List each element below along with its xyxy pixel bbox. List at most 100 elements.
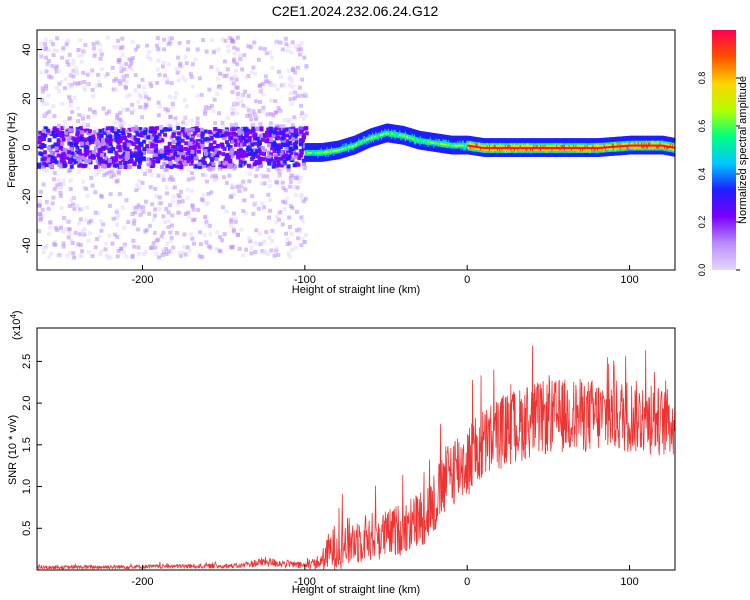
spectrogram-cell <box>182 244 187 249</box>
spectrogram-cell <box>381 140 384 144</box>
spectrogram-cell <box>450 141 453 145</box>
spectrogram-cell <box>90 68 95 73</box>
spectrogram-cell <box>426 134 429 138</box>
spectrogram-cell <box>189 159 194 164</box>
spectrogram-cell <box>161 177 166 182</box>
spectrogram-cell <box>556 144 559 148</box>
spectrogram-cell <box>107 131 112 136</box>
spectrogram-cell <box>444 146 447 150</box>
spectrogram-cell <box>473 150 476 154</box>
spectrogram-cell <box>180 75 185 80</box>
spectrogram-cell <box>242 142 247 147</box>
spectrogram-cell <box>294 136 299 141</box>
spectrogram-cell <box>247 136 252 141</box>
spectrogram-cell <box>656 145 659 149</box>
spectrogram-cell <box>432 132 435 136</box>
spectrogram-cell <box>607 149 610 153</box>
spectrogram-cell <box>501 144 504 148</box>
spectrogram-cell <box>300 93 305 98</box>
spectrogram-cell <box>608 151 611 155</box>
spectrogram-cell <box>406 138 409 142</box>
spectrogram-cell <box>155 134 160 139</box>
spectrogram-cell <box>516 148 519 152</box>
spectrogram-cell <box>268 126 273 131</box>
spectrogram-cell <box>512 140 516 144</box>
spectrogram-cell <box>190 236 195 241</box>
spectrogram-cell <box>199 127 204 132</box>
spectrogram-cell <box>601 145 604 149</box>
spectrogram-cell <box>93 146 98 151</box>
spectrogram-cell <box>640 149 643 153</box>
spectrogram-cell <box>366 139 369 143</box>
spectrogram-cell <box>441 142 444 146</box>
spectrogram-cell <box>281 139 286 144</box>
spectrogram-cell <box>394 130 397 134</box>
spectrogram-cell <box>534 151 537 155</box>
spectrogram-cell <box>525 142 528 146</box>
spectrogram-cell <box>481 147 484 151</box>
spectrogram-cell <box>428 142 431 146</box>
spectrogram-cell <box>285 242 290 247</box>
spectrogram-cell <box>273 153 278 158</box>
spectrogram-cell <box>93 210 98 215</box>
spectrogram-cell <box>645 147 648 151</box>
spectrogram-cell <box>458 143 461 147</box>
spectrogram-cell <box>587 142 591 146</box>
spectrogram-cell <box>116 248 121 253</box>
spectrogram-cell <box>466 137 469 141</box>
spectrogram-cell <box>529 149 533 153</box>
spectrogram-cell <box>304 150 308 154</box>
spectrogram-cell <box>261 105 266 110</box>
spectrogram-cell <box>541 153 544 157</box>
spectrogram-cell <box>635 147 638 151</box>
spectrogram-cell <box>273 99 278 104</box>
spectrogram-cell <box>359 148 362 152</box>
spectrogram-cell <box>586 142 589 146</box>
spectrogram-cell <box>648 139 651 143</box>
spectrogram-cell <box>334 143 337 147</box>
spectrogram-cell <box>435 141 438 145</box>
spectrogram-cell <box>412 133 416 137</box>
spectrogram-cell <box>141 150 146 155</box>
spectrogram-cell <box>523 148 526 152</box>
spectrogram-cell <box>261 157 266 162</box>
spectrogram-cell <box>496 140 500 144</box>
spectrogram-cell <box>260 249 265 254</box>
spectrogram-cell <box>488 153 492 157</box>
spectrogram-cell <box>330 155 334 159</box>
spectrogram-cell <box>192 145 197 150</box>
spectrogram-cell <box>278 210 283 215</box>
spectrogram-cell <box>628 149 631 153</box>
spectrogram-cell <box>645 143 648 147</box>
spectrogram-cell <box>617 152 620 156</box>
spectrogram-cell <box>545 148 548 152</box>
spectrogram-cell <box>382 136 385 140</box>
spectrogram-cell <box>136 138 141 143</box>
spectrogram-cell <box>607 143 610 147</box>
spectrogram-cell <box>224 160 229 165</box>
spectrogram-cell <box>342 143 345 147</box>
spectrogram-cell <box>577 138 580 142</box>
spectrogram-cell <box>618 150 621 154</box>
spectrogram-cell <box>642 137 645 141</box>
spectrogram-cell <box>396 125 400 129</box>
spectrogram-cell <box>374 138 377 142</box>
spectrogram-cell <box>651 141 654 145</box>
spectrogram-cell <box>496 149 500 153</box>
spectrogram-cell <box>334 156 337 160</box>
spectrogram-cell <box>400 141 403 145</box>
spectrogram-cell <box>442 148 445 152</box>
spectrogram-cell <box>222 74 227 79</box>
spectrogram-cell <box>525 151 528 155</box>
spectrogram-cell <box>433 133 436 137</box>
spectrogram-cell <box>619 140 622 144</box>
spectrogram-cell <box>532 142 535 146</box>
spectrogram-cell <box>582 142 585 146</box>
spectrogram-cell <box>475 142 478 146</box>
spectrogram-cell <box>587 153 591 157</box>
spectrogram-cell <box>500 153 503 157</box>
spectrogram-cell <box>545 144 548 148</box>
spectrogram-cell <box>416 136 419 140</box>
spectrogram-cell <box>329 145 333 149</box>
spectrogram-cell <box>170 177 175 182</box>
